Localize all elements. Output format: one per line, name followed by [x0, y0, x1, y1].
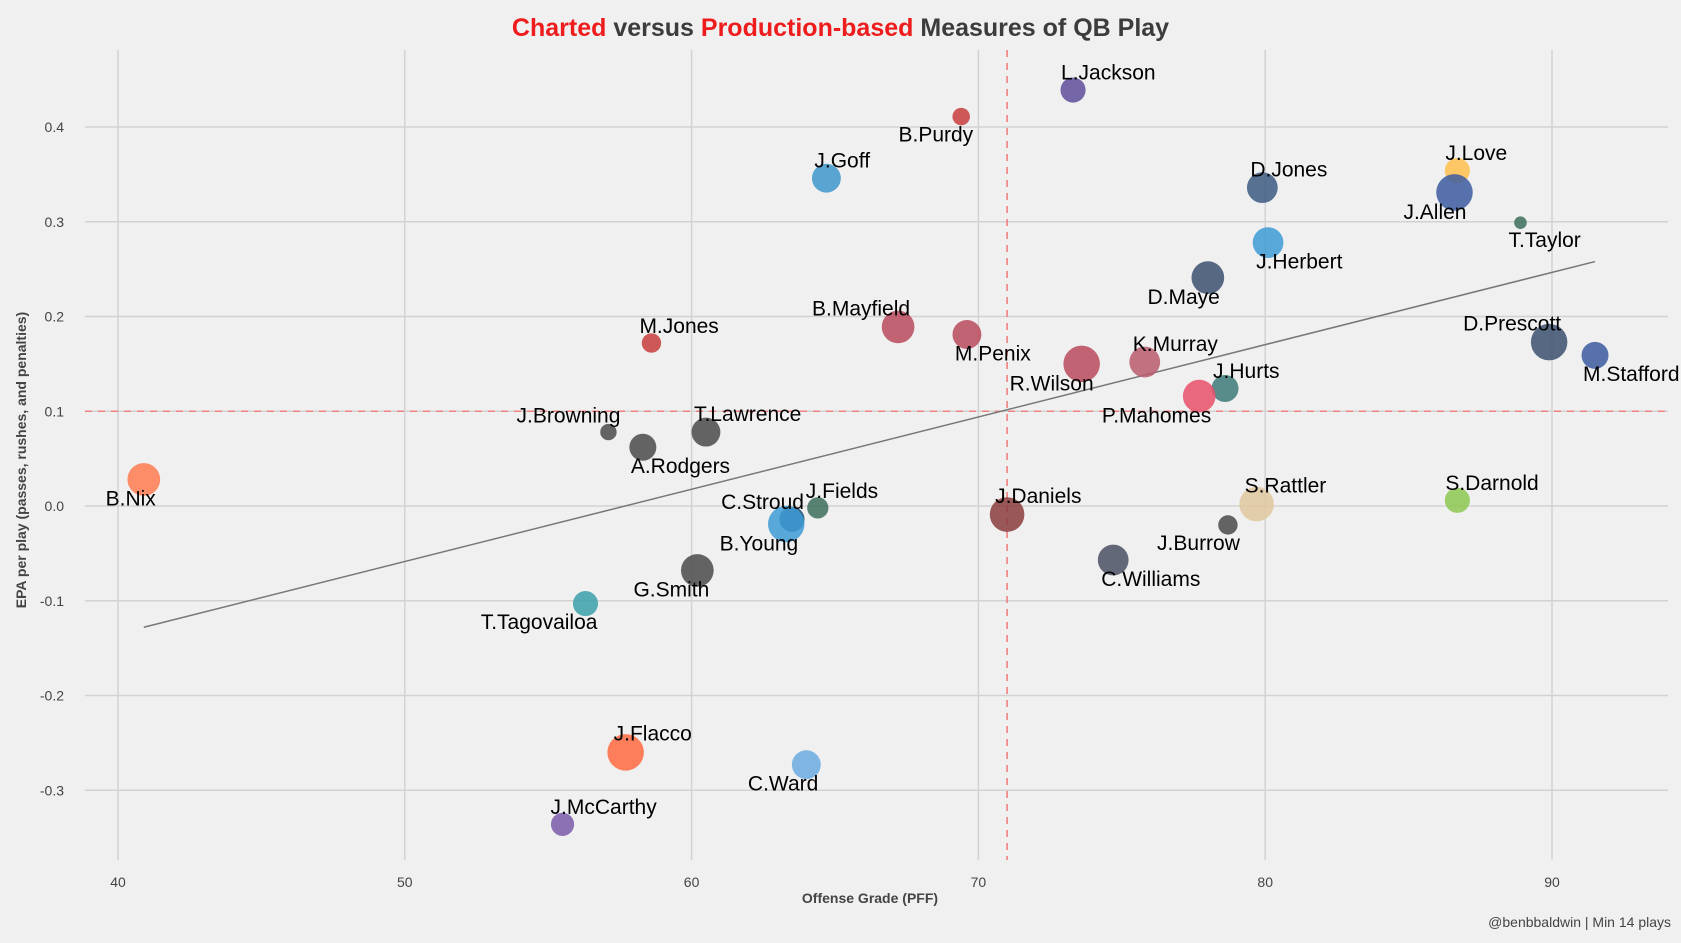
data-point	[1514, 216, 1527, 229]
data-point	[572, 591, 599, 617]
title-part-production: Production-based	[700, 14, 914, 42]
data-point	[807, 497, 829, 519]
y-tick-label: 0.2	[45, 309, 65, 325]
y-tick-label: 0.0	[45, 498, 65, 514]
data-point	[1218, 515, 1238, 535]
title-part-measures: Measures of QB Play	[913, 14, 1170, 42]
data-point	[767, 505, 805, 543]
y-tick-label: 0.4	[45, 119, 65, 135]
point-label: J.Burrow	[1157, 532, 1241, 555]
point-label: B.Mayfield	[812, 298, 910, 321]
data-point	[952, 107, 970, 126]
points-group	[127, 77, 1609, 836]
point-label: J.Browning	[517, 404, 621, 427]
y-tick-label: -0.2	[40, 688, 64, 704]
data-point	[641, 333, 662, 353]
data-point	[1436, 174, 1473, 211]
x-tick-label: 60	[684, 874, 700, 890]
point-label: C.Ward	[748, 773, 818, 796]
point-label: S.Rattler	[1245, 475, 1327, 498]
data-point	[989, 497, 1025, 532]
point-label: J.Goff	[814, 149, 870, 172]
point-label: J.Hurts	[1213, 360, 1280, 383]
x-tick-label: 70	[971, 874, 987, 890]
trend-line-group	[143, 260, 1596, 629]
point-label: J.Herbert	[1256, 251, 1343, 274]
point-label: B.Young	[720, 533, 799, 556]
data-point	[1211, 375, 1239, 403]
data-point	[1191, 261, 1225, 295]
data-point	[691, 417, 721, 447]
chart-title: Charted versus Production-based Measures…	[0, 14, 1681, 43]
point-label: J.Fields	[806, 480, 878, 503]
x-tick-label: 90	[1544, 874, 1560, 890]
y-tick-label: 0.3	[45, 214, 65, 230]
title-part-versus: versus	[606, 14, 701, 42]
data-point	[811, 163, 841, 193]
data-point	[1182, 379, 1216, 413]
point-label: D.Maye	[1147, 286, 1219, 309]
data-point	[607, 734, 644, 771]
data-point	[1246, 172, 1278, 204]
y-tick-label: 0.1	[45, 403, 65, 419]
labels-group: L.Jackson B.Purdy J.Goff D.Jones J.Love J.All…	[106, 62, 1680, 820]
point-label: S.Darnold	[1445, 472, 1538, 495]
point-label: L.Jackson	[1061, 62, 1156, 85]
point-label: M.Penix	[955, 342, 1031, 365]
point-label: G.Smith	[633, 579, 709, 602]
grid-lines	[85, 50, 1668, 860]
data-point	[1063, 345, 1100, 383]
data-point	[791, 750, 821, 780]
data-point	[952, 320, 982, 349]
x-tick-label: 40	[110, 874, 126, 890]
data-point	[1060, 77, 1086, 103]
point-label: A.Rodgers	[631, 455, 730, 478]
data-point	[1239, 486, 1274, 522]
point-label: J.McCarthy	[551, 796, 658, 819]
caption: @benbbaldwin | Min 14 plays	[1488, 914, 1671, 930]
point-label: J.Love	[1445, 142, 1507, 165]
point-label: D.Jones	[1250, 159, 1327, 182]
y-tick-label: -0.3	[40, 782, 64, 798]
point-label: C.Williams	[1101, 568, 1200, 591]
point-label: J.Flacco	[614, 723, 692, 746]
ticks-group: 40 50 60 70 80 90 0.4 0.3 0.2 0.1 0.0 -0.1 -0.2 -0.3	[40, 119, 1560, 890]
point-label: K.Murray	[1133, 333, 1219, 356]
data-point	[1252, 227, 1284, 258]
data-point	[127, 463, 161, 496]
data-point	[881, 310, 915, 344]
point-label: B.Nix	[106, 488, 157, 511]
data-point	[550, 812, 575, 836]
x-tick-label: 50	[397, 874, 413, 890]
title-part-charted: Charted	[511, 14, 607, 42]
data-point	[680, 554, 714, 587]
point-label: B.Purdy	[898, 123, 973, 146]
x-tick-label: 80	[1257, 874, 1273, 890]
point-label: M.Stafford	[1583, 363, 1680, 386]
data-point	[1530, 323, 1568, 361]
point-label: D.Prescott	[1463, 312, 1561, 335]
point-label: M.Jones	[639, 315, 718, 338]
x-axis-label: Offense Grade (PFF)	[802, 890, 938, 906]
data-point	[629, 433, 657, 461]
data-point	[600, 423, 617, 441]
y-axis-label: EPA per play (passes, rushes, and penalt…	[13, 312, 29, 608]
point-label: J.Daniels	[995, 485, 1081, 508]
point-label: T.Taylor	[1508, 229, 1580, 252]
point-label: T.Tagovailoa	[481, 611, 598, 634]
point-label: P.Mahomes	[1102, 404, 1211, 427]
reference-lines	[85, 50, 1668, 860]
data-point	[1097, 544, 1129, 576]
y-tick-label: -0.1	[40, 593, 64, 609]
point-label: R.Wilson	[1010, 373, 1094, 396]
data-point	[1581, 341, 1609, 369]
point-label: T.Lawrence	[694, 403, 801, 426]
point-label: C.Stroud	[721, 491, 804, 514]
data-point	[1444, 487, 1470, 513]
point-label: J.Allen	[1403, 201, 1466, 224]
trend-line	[143, 260, 1596, 629]
data-point	[1129, 346, 1161, 378]
